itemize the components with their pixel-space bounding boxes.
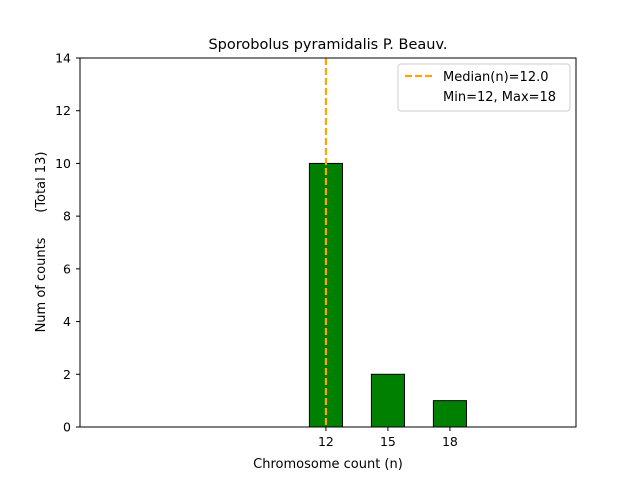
y-tick-label: 2 bbox=[63, 367, 71, 382]
y-tick-label: 8 bbox=[63, 209, 71, 224]
legend-box bbox=[397, 63, 571, 112]
plot-frame bbox=[79, 57, 577, 428]
legend: Median(n)=12.0 Min=12, Max=18 bbox=[397, 63, 571, 112]
y-tick-label: 6 bbox=[63, 261, 71, 276]
x-axis-ticks: 12 15 18 bbox=[318, 427, 458, 449]
y-axis-label: Num of counts (Total 13) bbox=[34, 152, 49, 333]
legend-entry-minmax: Min=12, Max=18 bbox=[443, 90, 556, 105]
bar bbox=[370, 373, 405, 428]
y-tick-label: 4 bbox=[63, 314, 71, 329]
x-tick-label: 15 bbox=[380, 434, 396, 449]
y-axis-ticks: 0 2 4 6 8 10 12 14 bbox=[55, 51, 80, 435]
y-tick-label: 14 bbox=[55, 51, 71, 66]
x-tick-label: 18 bbox=[442, 434, 458, 449]
y-tick-label: 10 bbox=[55, 156, 71, 171]
x-tick-label: 12 bbox=[318, 434, 334, 449]
y-tick-label: 12 bbox=[55, 103, 71, 118]
chart-title: Sporobolus pyramidalis P. Beauv. bbox=[208, 37, 447, 53]
y-tick-label: 0 bbox=[63, 420, 71, 435]
legend-entry-median: Median(n)=12.0 bbox=[443, 70, 549, 85]
x-axis-label: Chromosome count (n) bbox=[253, 457, 403, 472]
bar bbox=[432, 400, 467, 428]
